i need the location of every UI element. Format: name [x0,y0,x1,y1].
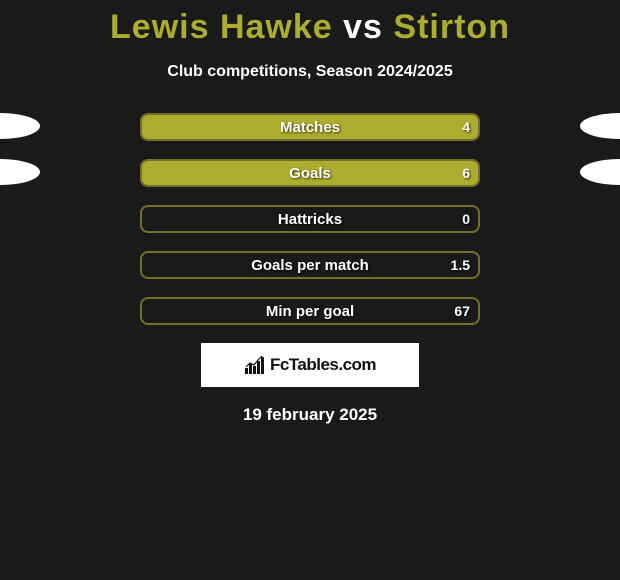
stat-label: Hattricks [142,207,478,231]
stat-row: Min per goal67 [70,297,550,325]
stat-bar: Hattricks0 [140,205,480,233]
date-label: 19 february 2025 [0,405,620,425]
player1-name: Lewis Hawke [110,8,333,46]
player1-indicator [0,159,40,185]
stat-value: 67 [454,299,470,323]
stat-label: Goals per match [142,253,478,277]
stat-bar: Goals6 [140,159,480,187]
branding-text: FcTables.com [270,355,376,375]
stat-bar: Min per goal67 [140,297,480,325]
stat-label: Matches [142,115,478,139]
stat-bar: Matches4 [140,113,480,141]
player2-indicator [580,159,620,185]
stats-chart: Matches4 Goals6 Hattricks0 Goals per match1… [0,113,620,325]
subtitle: Club competitions, Season 2024/2025 [0,63,620,81]
stat-row: Goals per match1.5 [70,251,550,279]
stat-value: 6 [462,161,470,185]
stat-bar: Goals per match1.5 [140,251,480,279]
page-title: Lewis Hawke vs Stirton [0,0,620,47]
stat-label: Min per goal [142,299,478,323]
player2-indicator [580,113,620,139]
stat-row: Hattricks0 [70,205,550,233]
branding-badge[interactable]: FcTables.com [201,343,419,387]
player1-indicator [0,113,40,139]
player2-name: Stirton [393,8,510,46]
stat-value: 0 [462,207,470,231]
vs-label: vs [343,8,383,46]
stat-value: 1.5 [451,253,470,277]
stat-value: 4 [462,115,470,139]
stat-row: Goals6 [70,159,550,187]
bar-chart-icon [244,355,266,375]
stat-label: Goals [142,161,478,185]
stat-row: Matches4 [70,113,550,141]
